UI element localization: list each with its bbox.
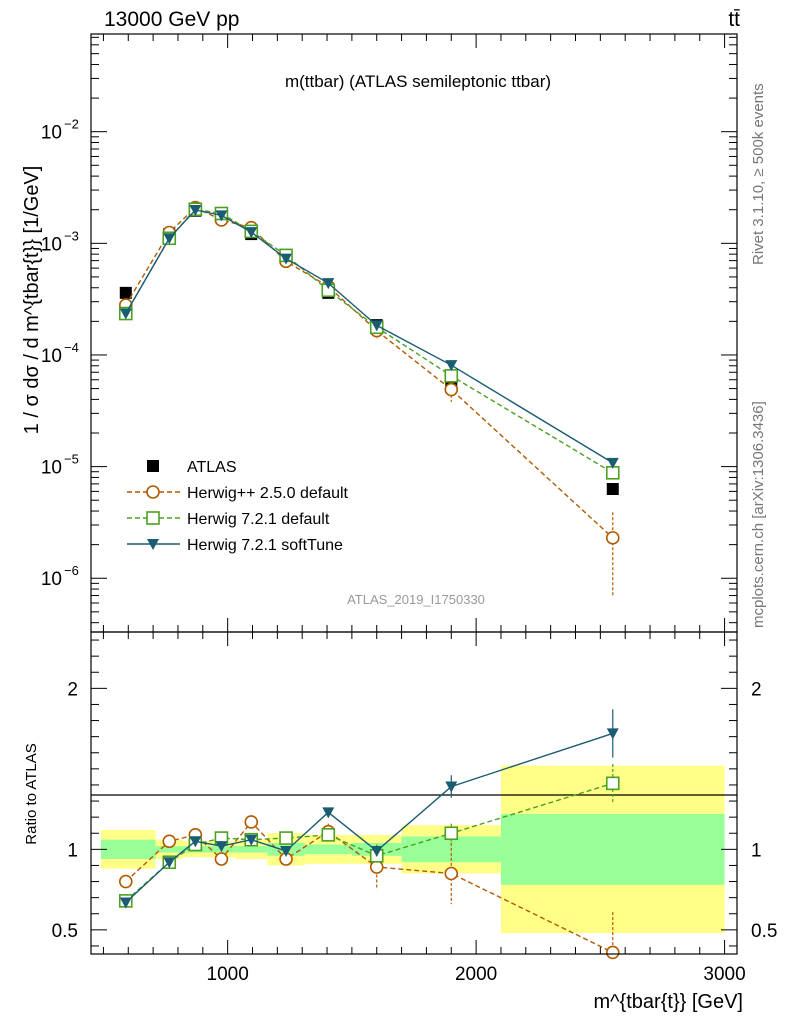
stat-uncertainty-band xyxy=(304,844,352,855)
data-point xyxy=(147,539,159,550)
data-point xyxy=(119,308,132,320)
data-point xyxy=(445,781,458,793)
data-point xyxy=(444,369,459,383)
data-point xyxy=(370,320,383,332)
data-point xyxy=(146,511,160,525)
stat-uncertainty-band xyxy=(155,846,183,853)
series-line xyxy=(125,209,614,464)
data-point xyxy=(321,828,336,842)
series-2 xyxy=(118,202,620,480)
y-tick-label: 10 xyxy=(41,346,62,367)
process-label: tt̄ xyxy=(728,8,740,31)
data-point xyxy=(163,233,176,245)
data-point xyxy=(444,866,459,881)
ratio-y-tick-label: 2 xyxy=(67,679,78,700)
y-tick-exponent: −6 xyxy=(64,563,79,578)
series-line xyxy=(125,208,614,474)
y-axis-label: 1 / σ dσ / d m^{tbar{t}} [1/GeV] xyxy=(21,166,43,435)
ratio-plot-frame xyxy=(90,631,738,955)
ratio-series-1 xyxy=(118,815,620,960)
data-point xyxy=(146,485,160,499)
data-point xyxy=(605,531,620,545)
data-point xyxy=(244,815,259,829)
ratio-axis-ticks: 1000 2000 3000 0.5 0.5 1 1 2 2 xyxy=(52,639,777,985)
data-point xyxy=(147,460,159,472)
y-tick-label: 10 xyxy=(41,458,62,479)
data-point xyxy=(245,227,258,239)
data-point xyxy=(606,728,619,740)
energy-label: 13000 GeV pp xyxy=(104,8,239,31)
ratio-line xyxy=(125,820,614,954)
ratio-y-tick-label-right: 1 xyxy=(751,840,762,861)
chart-title: m(ttbar) (ATLAS semileptonic ttbar) xyxy=(285,72,551,91)
data-point xyxy=(162,834,177,849)
ratio-y-tick-label-right: 2 xyxy=(751,679,762,700)
data-point xyxy=(279,831,293,845)
legend-entry: Herwig++ 2.5.0 default xyxy=(127,485,349,502)
data-point xyxy=(322,278,335,290)
stat-uncertainty-band xyxy=(500,813,725,885)
y-tick-exponent: −2 xyxy=(64,117,79,132)
data-point xyxy=(214,852,229,866)
legend-label: Herwig 7.2.1 default xyxy=(187,511,330,528)
ratio-series xyxy=(118,709,620,960)
legend-label: ATLAS xyxy=(187,459,237,476)
y-tick-label: 10 xyxy=(41,234,62,255)
data-point xyxy=(444,826,459,841)
legend-entry: ATLAS xyxy=(147,459,237,476)
data-point xyxy=(119,897,132,909)
data-point xyxy=(245,834,258,846)
x-axis-label: m^{tbar{t}} [GeV] xyxy=(594,991,743,1013)
ratio-y-tick-label: 1 xyxy=(67,840,78,861)
data-point xyxy=(280,845,293,857)
analysis-id: ATLAS_2019_I1750330 xyxy=(347,592,485,607)
legend-entry: Herwig 7.2.1 default xyxy=(127,511,330,528)
legend-entry: Herwig 7.2.1 softTune xyxy=(127,537,343,554)
data-point xyxy=(370,845,383,857)
x-tick-label: 2000 xyxy=(455,964,497,985)
y-tick-label: 10 xyxy=(41,569,62,590)
legend-label: Herwig 7.2.1 softTune xyxy=(187,537,343,554)
stat-uncertainty-band xyxy=(100,839,156,860)
data-point xyxy=(163,857,176,869)
data-point xyxy=(369,860,384,874)
legend: ATLAS Herwig++ 2.5.0 default Herwig 7.2.1 … xyxy=(127,459,349,554)
main-series xyxy=(118,200,620,596)
legend-label: Herwig++ 2.5.0 default xyxy=(187,485,349,502)
ratio-line xyxy=(125,732,613,903)
stat-uncertainty-band xyxy=(235,846,268,853)
ratio-series-3 xyxy=(119,709,619,909)
data-point xyxy=(444,382,459,397)
series-3 xyxy=(119,204,619,469)
data-point xyxy=(189,204,202,216)
y-tick-exponent: −5 xyxy=(64,452,79,467)
data-point xyxy=(445,360,458,372)
data-point xyxy=(189,836,202,848)
mcplots-label: mcplots.cern.ch [arXiv:1306.3436] xyxy=(750,401,767,628)
series-0 xyxy=(119,204,619,496)
data-point xyxy=(119,286,132,299)
x-tick-label: 3000 xyxy=(703,964,745,985)
data-point xyxy=(605,945,620,960)
data-point xyxy=(215,210,228,222)
rivet-label: Rivet 3.1.10, ≥ 500k events xyxy=(750,83,767,265)
ratio-y-axis-label: Ratio to ATLAS xyxy=(23,743,40,844)
y-tick-exponent: −3 xyxy=(64,228,79,243)
main-axis-ticks: 10−610−510−410−310−2 xyxy=(41,34,737,954)
data-point xyxy=(322,807,335,819)
data-point xyxy=(606,457,619,469)
ratio-line xyxy=(125,782,613,902)
data-point xyxy=(215,841,228,853)
y-tick-exponent: −4 xyxy=(64,340,79,355)
data-point xyxy=(280,253,293,265)
ratio-y-tick-label: 0.5 xyxy=(52,921,78,942)
x-tick-label: 1000 xyxy=(207,964,249,985)
data-point xyxy=(605,776,620,791)
data-point xyxy=(118,874,133,889)
data-point xyxy=(606,483,619,496)
ratio-y-tick-label-right: 0.5 xyxy=(751,921,777,942)
y-tick-label: 10 xyxy=(41,123,62,144)
